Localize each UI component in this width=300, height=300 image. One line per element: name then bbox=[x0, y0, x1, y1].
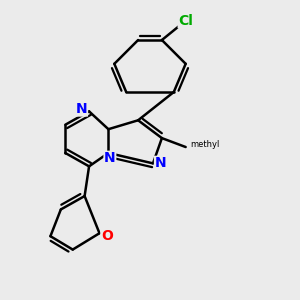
Text: N: N bbox=[154, 156, 166, 170]
Text: Cl: Cl bbox=[178, 14, 193, 28]
Text: O: O bbox=[101, 229, 113, 243]
Text: N: N bbox=[76, 102, 88, 116]
Text: methyl: methyl bbox=[190, 140, 220, 149]
Text: N: N bbox=[104, 151, 116, 165]
